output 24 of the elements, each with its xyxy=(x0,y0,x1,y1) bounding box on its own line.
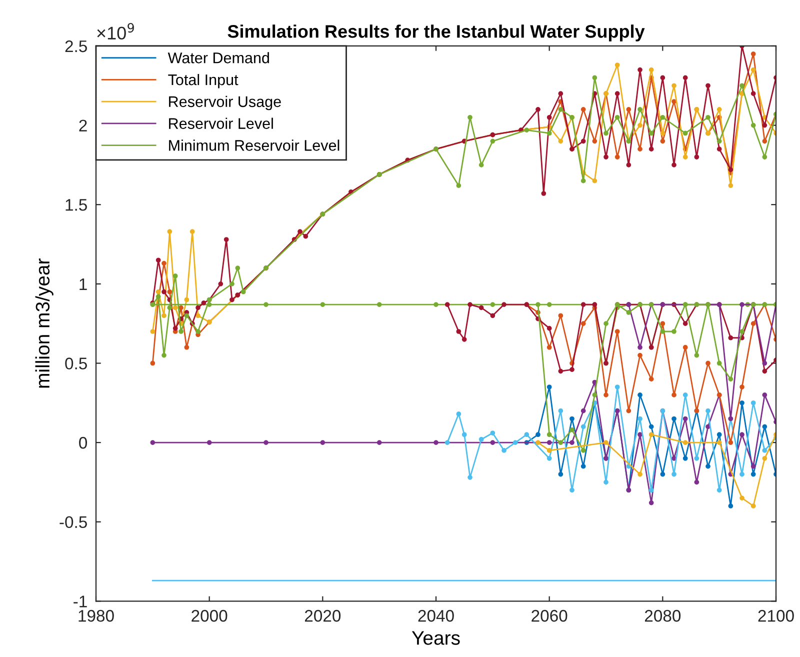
y-tick-label: -0.5 xyxy=(60,516,87,528)
legend-label: Reservoir Level xyxy=(169,118,273,129)
y-tick-label: 2 xyxy=(79,120,87,132)
x-tick-label: 2000 xyxy=(192,610,228,622)
y-tick-label: 0 xyxy=(79,436,88,449)
chart-title: Simulation Results for the Istanbul Water Supply xyxy=(228,24,645,42)
y-tick-label: 2.5 xyxy=(65,40,87,52)
x-tick-label: 1980 xyxy=(78,610,114,622)
y-tick-label: 1 xyxy=(80,278,87,290)
y-tick-label: 1.5 xyxy=(66,199,87,211)
x-tick-label: 2100 xyxy=(758,610,794,622)
x-tick-label: 2020 xyxy=(304,610,341,622)
y-axis-title: million m3/year xyxy=(35,258,54,388)
text: ×10$^{9}$ xyxy=(97,23,134,40)
legend-label: Minimum Reservoir Level xyxy=(169,140,340,151)
legend-label: Water Demand xyxy=(168,52,269,64)
x-tick-label: 2080 xyxy=(644,610,681,622)
legend-label: Total Input xyxy=(168,74,238,88)
x-axis-title: Years xyxy=(412,631,460,645)
y-tick-label: 0.5 xyxy=(65,358,87,370)
y-tick-label: -1 xyxy=(74,596,87,608)
x-tick-label: 2060 xyxy=(532,610,568,622)
x-tick-label: 2040 xyxy=(418,610,454,622)
legend-label: Reservoir Usage xyxy=(169,96,281,110)
